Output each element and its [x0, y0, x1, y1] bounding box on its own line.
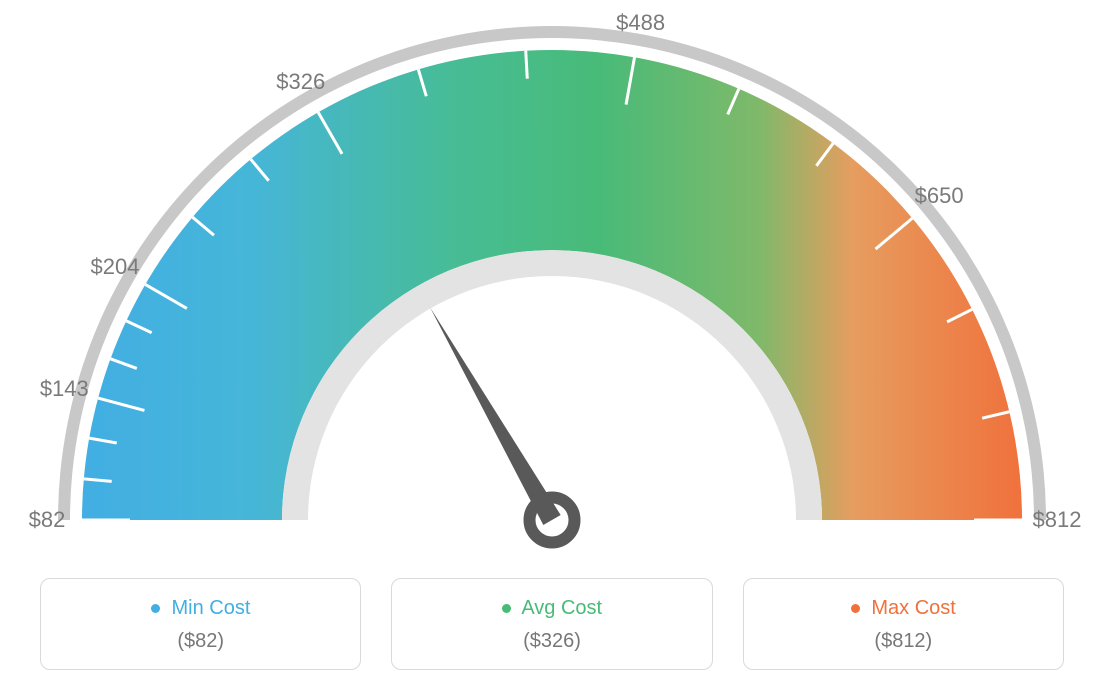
max-cost-label: Max Cost [871, 597, 955, 619]
avg-cost-label: Avg Cost [521, 597, 602, 619]
gauge-tick-label: $82 [29, 507, 66, 533]
avg-cost-title: Avg Cost [402, 597, 701, 620]
gauge-tick-label: $812 [1033, 507, 1082, 533]
min-cost-value: ($82) [51, 630, 350, 653]
max-cost-title: Max Cost [754, 597, 1053, 620]
min-cost-card: Min Cost ($82) [40, 578, 361, 670]
gauge-tick-label: $143 [40, 376, 89, 402]
max-cost-value: ($812) [754, 630, 1053, 653]
min-cost-label: Min Cost [171, 597, 250, 619]
min-cost-title: Min Cost [51, 597, 350, 620]
gauge-tick-label: $488 [616, 10, 665, 36]
gauge-tick-label: $650 [915, 183, 964, 209]
gauge-tick-label: $204 [91, 254, 140, 280]
gauge-chart-container: $82 $143 $204 $326 $488 $650 $812 Min Cost ($8… [0, 0, 1104, 690]
summary-cards: Min Cost ($82) Avg Cost ($326) Max Cost … [40, 578, 1064, 670]
avg-cost-card: Avg Cost ($326) [391, 578, 712, 670]
gauge-svg [0, 0, 1104, 560]
avg-cost-value: ($326) [402, 630, 701, 653]
avg-cost-dot-icon [502, 604, 511, 613]
max-cost-card: Max Cost ($812) [743, 578, 1064, 670]
max-cost-dot-icon [851, 604, 860, 613]
min-cost-dot-icon [151, 604, 160, 613]
gauge-tick-label: $326 [276, 69, 325, 95]
gauge-area: $82 $143 $204 $326 $488 $650 $812 [0, 0, 1104, 560]
